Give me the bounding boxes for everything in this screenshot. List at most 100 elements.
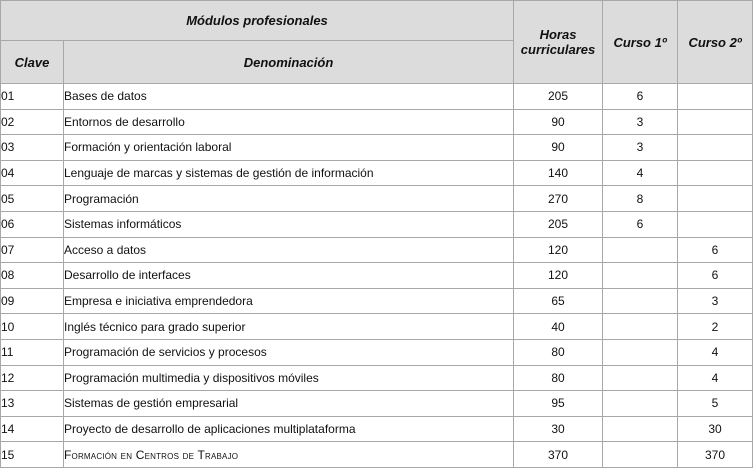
clave-cell: 11	[0, 338, 64, 366]
table-row: 04 Lenguaje de marcas y sistemas de gest…	[0, 159, 754, 187]
clave-cell: 15	[0, 441, 64, 468]
horas-cell: 40	[513, 313, 604, 340]
clave-cell: 03	[0, 134, 64, 161]
denominacion-cell: Sistemas informáticos	[62, 210, 515, 238]
horas-cell: 205	[513, 210, 604, 238]
denominacion-cell: Programación	[62, 185, 515, 212]
clave-cell: 08	[0, 262, 64, 289]
denominacion-cell: Desarrollo de interfaces	[62, 262, 515, 289]
curso1-cell	[602, 338, 679, 366]
horas-cell: 30	[513, 415, 604, 443]
curso2-cell: 30	[677, 415, 754, 443]
header-row-top: Módulos profesionales Horas curriculares…	[0, 0, 754, 84]
curso1-cell	[602, 415, 679, 443]
horas-cell: 120	[513, 236, 604, 264]
modulos-profesionales-header: Módulos profesionales	[0, 0, 515, 41]
denominacion-cell: Programación de servicios y procesos	[62, 338, 515, 366]
denominacion-cell: Formación en Centros de Trabajo	[62, 441, 515, 468]
table-row: 02 Entornos de desarrollo 90 3	[0, 108, 754, 136]
denominacion-cell: Empresa e iniciativa emprendedora	[62, 287, 515, 315]
clave-cell: 01	[0, 83, 64, 110]
horas-cell: 270	[513, 185, 604, 212]
curso2-cell	[677, 108, 754, 136]
table-row: 13 Sistemas de gestión empresarial 95 5	[0, 390, 754, 417]
curso2-cell: 6	[677, 236, 754, 264]
table-row: 11 Programación de servicios y procesos …	[0, 338, 754, 366]
denominacion-cell: Sistemas de gestión empresarial	[62, 390, 515, 417]
curso1-header: Curso 1º	[602, 0, 679, 84]
table-row: 12 Programación multimedia y dispositivo…	[0, 364, 754, 392]
clave-cell: 07	[0, 236, 64, 264]
curso2-cell: 3	[677, 287, 754, 315]
header-row-bottom: Clave Denominación	[0, 40, 753, 84]
curso2-cell	[677, 210, 754, 238]
table-row: 07 Acceso a datos 120 6	[0, 236, 754, 264]
curso1-cell	[602, 313, 679, 340]
table-row: 03 Formación y orientación laboral 90 3	[0, 134, 754, 161]
table-row: 10 Inglés técnico para grado superior 40…	[0, 313, 754, 340]
clave-cell: 05	[0, 185, 64, 212]
table-row: 01 Bases de datos 205 6	[0, 83, 754, 110]
curso1-cell	[602, 287, 679, 315]
curso2-header: Curso 2º	[677, 0, 754, 84]
clave-cell: 13	[0, 390, 64, 417]
denominacion-cell: Proyecto de desarrollo de aplicaciones m…	[62, 415, 515, 443]
clave-cell: 02	[0, 108, 64, 136]
horas-cell: 95	[513, 390, 604, 417]
denominacion-cell: Formación y orientación laboral	[62, 134, 515, 161]
curso1-cell	[602, 236, 679, 264]
curso2-cell: 2	[677, 313, 754, 340]
table-row: 09 Empresa e iniciativa emprendedora 65 …	[0, 287, 754, 315]
clave-cell: 04	[0, 159, 64, 187]
denominacion-header: Denominación	[62, 40, 515, 84]
denominacion-cell: Lenguaje de marcas y sistemas de gestión…	[62, 159, 515, 187]
horas-curriculares-header: Horas curriculares	[513, 0, 604, 84]
clave-cell: 09	[0, 287, 64, 315]
table-row: 08 Desarrollo de interfaces 120 6	[0, 262, 754, 289]
horas-cell: 140	[513, 159, 604, 187]
clave-cell: 10	[0, 313, 64, 340]
denominacion-cell: Acceso a datos	[62, 236, 515, 264]
curso1-cell: 3	[602, 108, 679, 136]
table-row: 06 Sistemas informáticos 205 6	[0, 210, 754, 238]
horas-header-line2: curriculares	[520, 42, 596, 57]
horas-cell: 90	[513, 108, 604, 136]
horas-cell: 370	[513, 441, 604, 468]
curso1-cell: 6	[602, 83, 679, 110]
curso1-cell	[602, 364, 679, 392]
curso2-cell	[677, 159, 754, 187]
horas-cell: 65	[513, 287, 604, 315]
curso2-cell: 4	[677, 364, 754, 392]
clave-cell: 12	[0, 364, 64, 392]
curso2-cell	[677, 83, 754, 110]
curso2-cell	[677, 134, 754, 161]
curso2-cell: 6	[677, 262, 754, 289]
horas-cell: 90	[513, 134, 604, 161]
curso2-cell: 5	[677, 390, 754, 417]
horas-header-line1: Horas	[539, 27, 577, 42]
clave-cell: 06	[0, 210, 64, 238]
denominacion-cell: Inglés técnico para grado superior	[62, 313, 515, 340]
horas-cell: 205	[513, 83, 604, 110]
curso2-cell	[677, 185, 754, 212]
curso1-cell	[602, 441, 679, 468]
horas-cell: 80	[513, 364, 604, 392]
curso1-cell: 8	[602, 185, 679, 212]
table-row: 14 Proyecto de desarrollo de aplicacione…	[0, 415, 754, 443]
clave-header: Clave	[0, 40, 64, 84]
table-header: Módulos profesionales Horas curriculares…	[0, 0, 754, 84]
table-row: 05 Programación 270 8	[0, 185, 754, 212]
horas-cell: 80	[513, 338, 604, 366]
denominacion-cell: Entornos de desarrollo	[62, 108, 515, 136]
curso2-cell: 4	[677, 338, 754, 366]
clave-cell: 14	[0, 415, 64, 443]
curso1-cell: 3	[602, 134, 679, 161]
curso1-cell	[602, 262, 679, 289]
horas-cell: 120	[513, 262, 604, 289]
denominacion-cell: Programación multimedia y dispositivos m…	[62, 364, 515, 392]
table-body: 01 Bases de datos 205 6 02 Entornos de d…	[0, 83, 754, 468]
curso1-cell: 4	[602, 159, 679, 187]
table-row: 15 Formación en Centros de Trabajo 370 3…	[0, 441, 754, 468]
denominacion-cell: Bases de datos	[62, 83, 515, 110]
